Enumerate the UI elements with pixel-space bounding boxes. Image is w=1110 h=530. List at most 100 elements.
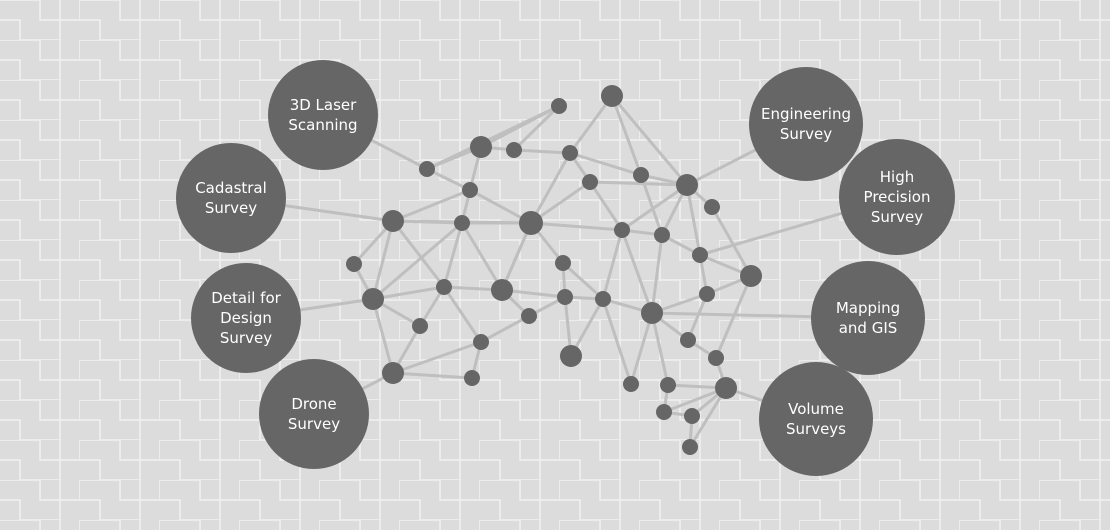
service-high-precision-survey[interactable]: High Precision Survey: [839, 139, 955, 255]
network-node: [519, 211, 543, 235]
service-label-line: Survey: [220, 329, 272, 347]
service-circle[interactable]: [759, 362, 873, 476]
network-edge: [639, 174, 664, 236]
network-node: [382, 210, 404, 232]
network-edges: [352, 95, 753, 448]
service-drone-survey[interactable]: Drone Survey: [259, 359, 369, 469]
service-label-line: Scanning: [288, 116, 357, 134]
service-label-line: High: [880, 168, 914, 186]
network-node: [623, 376, 639, 392]
network-edge: [601, 229, 624, 300]
network-node: [704, 199, 720, 215]
service-label-line: Volume: [788, 400, 844, 418]
service-label-line: Engineering: [761, 105, 851, 123]
service-label-line: Mapping: [836, 299, 900, 317]
network-node: [562, 145, 578, 161]
network-edge: [569, 151, 642, 177]
network-node: [715, 377, 737, 399]
network-node: [462, 182, 478, 198]
network-edge: [686, 293, 709, 341]
service-circle[interactable]: [749, 67, 863, 181]
network-edge: [568, 95, 614, 154]
service-circle[interactable]: [259, 359, 369, 469]
network-node: [419, 161, 435, 177]
network-edge: [530, 221, 623, 232]
network-node: [699, 286, 715, 302]
network-node: [412, 318, 428, 334]
network-node: [684, 408, 700, 424]
network-edge: [650, 312, 670, 386]
network-edge: [714, 275, 753, 359]
service-3d-laser-scanning[interactable]: 3D Laser Scanning: [268, 60, 378, 170]
network-edge: [650, 234, 664, 314]
service-label-line: Design: [220, 309, 272, 327]
network-node: [676, 174, 698, 196]
network-node: [656, 404, 672, 420]
network-edge: [480, 314, 530, 344]
service-engineering-survey[interactable]: Engineering Survey: [749, 67, 863, 181]
network-node: [614, 222, 630, 238]
service-label-line: and GIS: [839, 319, 898, 337]
network-node: [633, 167, 649, 183]
network-node: [470, 136, 492, 158]
network-edge: [629, 312, 654, 385]
service-label-line: Precision: [864, 188, 931, 206]
service-circle[interactable]: [176, 143, 286, 253]
service-label-line: Survey: [780, 125, 832, 143]
network-edge: [391, 220, 446, 288]
network-node: [601, 85, 623, 107]
network-nodes: [346, 85, 762, 455]
network-node: [436, 279, 452, 295]
network-node: [557, 289, 573, 305]
network-edge: [610, 95, 689, 186]
service-label-line: 3D Laser: [290, 96, 357, 114]
service-circle[interactable]: [811, 261, 925, 375]
network-node: [740, 265, 762, 287]
service-volume-surveys[interactable]: Volume Surveys: [759, 362, 873, 476]
network-node: [346, 256, 362, 272]
network-edge: [442, 222, 464, 288]
service-mapping-and-gis[interactable]: Mapping and GIS: [811, 261, 925, 375]
network-node: [660, 377, 676, 393]
service-cadastral-survey[interactable]: Cadastral Survey: [176, 143, 286, 253]
network-edge: [688, 387, 728, 448]
network-edge: [621, 183, 688, 232]
service-circle[interactable]: [191, 263, 301, 373]
service-label-line: Survey: [288, 415, 340, 433]
network-node: [582, 174, 598, 190]
service-label-line: Surveys: [786, 420, 846, 438]
network-edge: [561, 261, 605, 301]
network-edge: [610, 95, 643, 176]
network-node: [595, 291, 611, 307]
network-node: [692, 247, 708, 263]
network-node: [454, 215, 470, 231]
network-edge: [371, 220, 395, 300]
network-node: [560, 345, 582, 367]
network-edge: [372, 221, 463, 301]
network-edge: [392, 371, 473, 380]
network-node: [641, 302, 663, 324]
network-edge: [371, 298, 395, 374]
service-label-line: Drone: [291, 395, 336, 413]
network-node: [521, 308, 537, 324]
service-circle[interactable]: [268, 60, 378, 170]
network-edge: [710, 206, 753, 277]
service-label-line: Cadastral: [195, 179, 267, 197]
network-node: [491, 279, 513, 301]
network-edge: [663, 386, 727, 414]
network-edge: [512, 104, 561, 152]
network-node: [654, 227, 670, 243]
network-node: [382, 362, 404, 384]
service-circle[interactable]: [839, 139, 955, 255]
network-edge: [442, 286, 483, 343]
network-node: [708, 350, 724, 366]
network-node: [682, 439, 698, 455]
service-detail-for-design-survey[interactable]: Detail for Design Survey: [191, 263, 301, 373]
network-edge: [685, 184, 702, 256]
service-label-line: Survey: [205, 199, 257, 217]
network-node: [362, 288, 384, 310]
network-edge: [392, 188, 471, 223]
